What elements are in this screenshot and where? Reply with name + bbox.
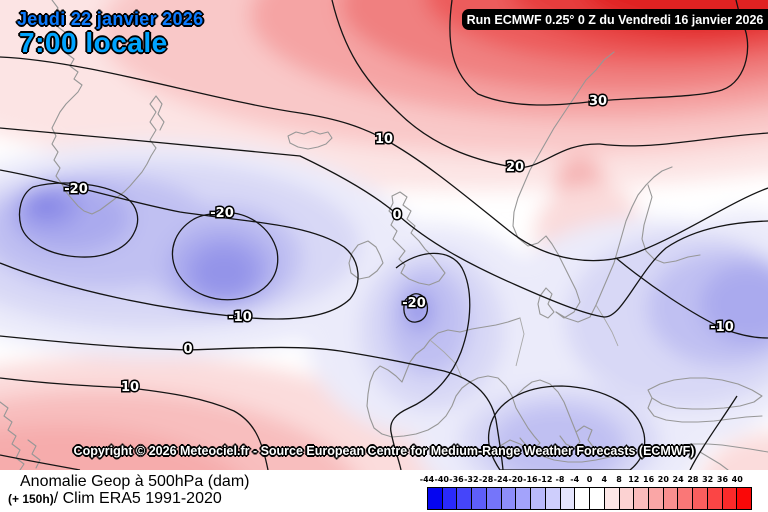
colorbar-cell (678, 488, 694, 509)
lead-time-label: (+ 150h) (8, 492, 54, 506)
colorbar-tick-label: -20 (508, 475, 523, 484)
colorbar-cell (649, 488, 664, 509)
colorbar-tick-label: -44 (419, 475, 435, 484)
map-subtitle: (+ 150h)/ Clim ERA5 1991-2020 (8, 490, 222, 508)
colorbar-cells (427, 487, 752, 510)
contour-label: -10 (710, 320, 734, 335)
colorbar-cell (531, 488, 546, 509)
colorbar-tick-label: -28 (478, 475, 494, 484)
map-canvas: 30 20 10 0 -20 -20 -20 -10 0 10 -10 (0, 0, 768, 470)
caption-bar: Anomalie Geop à 500hPa (dam) (+ 150h)/ C… (0, 470, 768, 512)
forecast-date-label: Jeudi 22 janvier 2026 (17, 9, 204, 29)
colorbar-tick-label: 36 (716, 475, 729, 484)
contour-label: -20 (210, 206, 234, 221)
colorbar-tick-label: 8 (616, 475, 622, 484)
colorbar-tick-label: 0 (586, 475, 593, 484)
colorbar-cell (604, 488, 620, 509)
colorbar-tick-label: 16 (643, 475, 655, 484)
colorbar-cell (560, 488, 576, 509)
climatology-label: / Clim ERA5 1991-2020 (53, 490, 222, 507)
contour-label: 30 (589, 94, 607, 109)
colorbar-cell (428, 488, 443, 509)
color-scale: -44 -40 -36 -32 -28 -24 -20 -16 -12 -8 -4 0 4 8 12 16 20… (420, 475, 752, 511)
colorbar-tick-label: -12 (537, 475, 553, 484)
colorbar-tick-label: -40 (434, 475, 449, 484)
colorbar-tick-label: 4 (601, 475, 608, 484)
contour-label-layer: 30 20 10 0 -20 -20 -20 -10 0 10 -10 (63, 93, 736, 397)
contour-label: -10 (228, 310, 252, 325)
colorbar-tick-label: -8 (555, 475, 565, 484)
colorbar-cell (575, 488, 591, 509)
forecast-time-label: 7:00 locale (19, 27, 168, 58)
run-info-label: Run ECMWF 0.25° 0 Z du Vendredi 16 janvi… (466, 12, 764, 27)
contour-label: 0 (183, 342, 192, 357)
colorbar-cell (693, 488, 708, 509)
colorbar-cell (501, 488, 517, 509)
contour-label: 10 (375, 132, 393, 147)
colorbar-cell (707, 488, 723, 509)
contour-label: 0 (392, 208, 401, 223)
colorbar-cell (737, 488, 752, 509)
colorbar-cell (545, 488, 561, 509)
colorbar-tick-label: -32 (464, 475, 479, 484)
colorbar-cell (472, 488, 487, 509)
contour-label: -20 (402, 296, 426, 311)
copyright-label: Copyright © 2026 Meteociel.fr - Source E… (73, 444, 695, 458)
colorbar-cell (619, 488, 635, 509)
colorbar-cell (457, 488, 473, 509)
map-title: Anomalie Geop à 500hPa (dam) (20, 473, 250, 490)
colorbar-cell (516, 488, 532, 509)
colorbar-labels: -44 -40 -36 -32 -28 -24 -20 -16 -12 -8 -4 0 4 8 12 16 20… (420, 475, 752, 486)
colorbar-cell (442, 488, 458, 509)
colorbar-cell (722, 488, 738, 509)
run-info-box: Run ECMWF 0.25° 0 Z du Vendredi 16 janvi… (462, 9, 768, 30)
colorbar-cell (663, 488, 679, 509)
anomaly-map: 30 20 10 0 -20 -20 -20 -10 0 10 -10 Jeudi 22 janvi… (0, 0, 768, 470)
contour-label: -20 (64, 182, 88, 197)
colorbar-tick-label: -36 (449, 475, 464, 484)
colorbar-tick-label: 24 (672, 475, 684, 484)
contour-label: 10 (121, 380, 139, 395)
colorbar-cell (486, 488, 502, 509)
colorbar-tick-label: 20 (657, 475, 669, 484)
contour-label: 20 (506, 160, 524, 175)
anomaly-shading (0, 0, 768, 470)
contour-lines (0, 0, 768, 470)
colorbar-tick-label: 28 (687, 475, 699, 484)
colorbar-tick-label: 32 (702, 475, 714, 484)
colorbar-cell (590, 488, 605, 509)
coastlines (0, 0, 768, 470)
colorbar-tick-label: -16 (523, 475, 538, 484)
colorbar-tick-label: 12 (628, 475, 640, 484)
colorbar-cell (634, 488, 650, 509)
colorbar-tick-label: 40 (731, 475, 743, 484)
colorbar-tick-label: -4 (570, 475, 580, 484)
colorbar-tick-label: -24 (493, 475, 509, 484)
